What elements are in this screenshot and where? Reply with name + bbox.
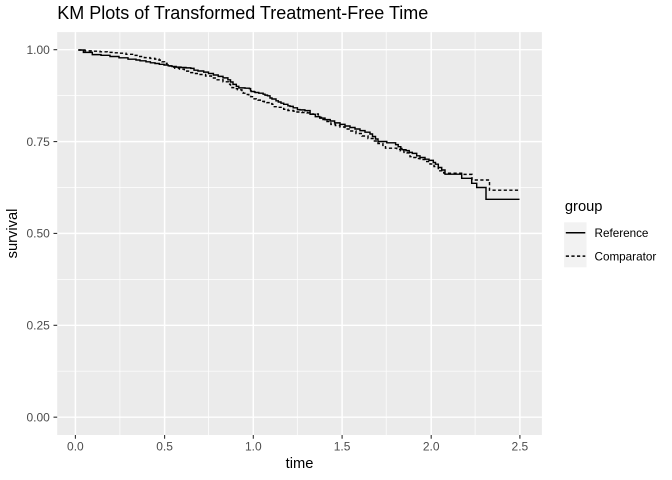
svg-text:0.00: 0.00: [26, 411, 50, 425]
svg-text:1.5: 1.5: [334, 440, 351, 454]
svg-text:Comparator: Comparator: [595, 250, 657, 263]
svg-text:KM Plots of Transformed Treatm: KM Plots of Transformed Treatment-Free T…: [57, 3, 428, 23]
svg-text:Reference: Reference: [595, 227, 649, 240]
svg-text:0.50: 0.50: [26, 227, 50, 241]
svg-text:0.5: 0.5: [156, 440, 173, 454]
svg-text:time: time: [286, 456, 314, 472]
svg-text:group: group: [565, 199, 603, 215]
svg-text:2.5: 2.5: [512, 440, 529, 454]
svg-text:1.0: 1.0: [245, 440, 262, 454]
svg-text:0.25: 0.25: [26, 319, 50, 333]
svg-text:2.0: 2.0: [423, 440, 440, 454]
svg-text:1.00: 1.00: [26, 43, 50, 57]
svg-text:0.0: 0.0: [67, 440, 84, 454]
svg-text:survival: survival: [5, 209, 21, 259]
svg-text:0.75: 0.75: [26, 135, 50, 149]
